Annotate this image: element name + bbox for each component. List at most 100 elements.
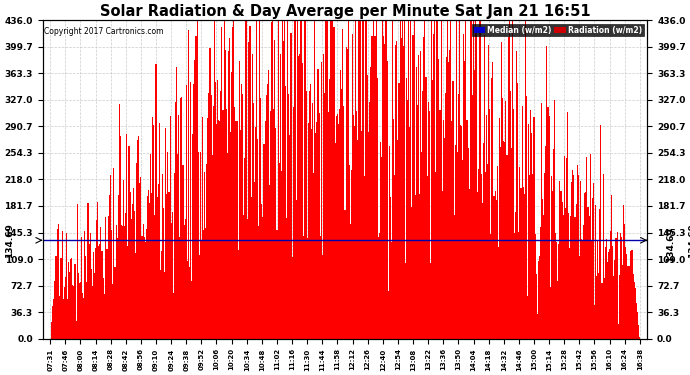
Bar bbox=[639, 337, 640, 339]
Bar bbox=[295, 3, 296, 339]
Bar bbox=[314, 3, 315, 339]
Bar bbox=[264, 121, 266, 339]
Bar bbox=[624, 224, 625, 339]
Bar bbox=[172, 292, 174, 339]
Bar bbox=[407, 100, 408, 339]
Bar bbox=[59, 296, 61, 339]
Bar bbox=[284, 18, 285, 339]
Bar bbox=[214, 3, 215, 339]
Bar bbox=[433, 34, 434, 339]
Bar bbox=[545, 146, 546, 339]
Bar bbox=[260, 98, 262, 339]
Bar bbox=[356, 111, 357, 339]
Bar bbox=[212, 155, 213, 339]
Bar bbox=[190, 82, 191, 339]
Bar bbox=[622, 266, 623, 339]
Bar bbox=[195, 36, 197, 339]
Bar bbox=[65, 277, 66, 339]
Bar bbox=[489, 110, 491, 339]
Bar bbox=[430, 263, 431, 339]
Bar bbox=[583, 225, 584, 339]
Bar bbox=[112, 284, 113, 339]
Bar bbox=[409, 127, 411, 339]
Bar bbox=[259, 3, 260, 339]
Text: 134.69: 134.69 bbox=[5, 223, 14, 258]
Bar bbox=[337, 114, 338, 339]
Bar bbox=[449, 50, 451, 339]
Bar bbox=[551, 176, 552, 339]
Bar bbox=[105, 217, 106, 339]
Bar bbox=[515, 212, 516, 339]
Bar bbox=[390, 197, 391, 339]
Bar bbox=[141, 236, 143, 339]
Bar bbox=[596, 276, 597, 339]
Bar bbox=[333, 27, 334, 339]
Bar bbox=[98, 246, 99, 339]
Bar bbox=[607, 262, 608, 339]
Bar bbox=[88, 244, 90, 339]
Bar bbox=[478, 169, 480, 339]
Bar bbox=[537, 315, 538, 339]
Bar bbox=[500, 147, 501, 339]
Legend: Median (w/m2), Radiation (w/m2): Median (w/m2), Radiation (w/m2) bbox=[472, 24, 644, 36]
Bar bbox=[86, 282, 88, 339]
Bar bbox=[203, 230, 204, 339]
Bar bbox=[76, 321, 77, 339]
Bar bbox=[615, 238, 617, 339]
Bar bbox=[170, 223, 172, 339]
Bar bbox=[529, 175, 530, 339]
Bar bbox=[589, 154, 591, 339]
Bar bbox=[321, 62, 322, 339]
Bar bbox=[392, 3, 393, 339]
Bar bbox=[610, 231, 611, 339]
Bar bbox=[119, 104, 120, 339]
Bar bbox=[124, 226, 126, 339]
Bar bbox=[52, 306, 53, 339]
Bar bbox=[189, 267, 190, 339]
Bar bbox=[380, 142, 381, 339]
Bar bbox=[197, 153, 199, 339]
Bar bbox=[134, 211, 135, 339]
Bar bbox=[115, 225, 117, 339]
Bar bbox=[143, 224, 144, 339]
Bar bbox=[440, 110, 441, 339]
Bar bbox=[375, 36, 376, 339]
Bar bbox=[571, 182, 572, 339]
Bar bbox=[138, 136, 139, 339]
Text: Copyright 2017 Cartronics.com: Copyright 2017 Cartronics.com bbox=[44, 27, 164, 36]
Bar bbox=[78, 273, 79, 339]
Bar bbox=[55, 256, 56, 339]
Bar bbox=[444, 138, 445, 339]
Bar bbox=[591, 240, 592, 339]
Bar bbox=[483, 143, 484, 339]
Bar bbox=[262, 217, 264, 339]
Bar bbox=[239, 130, 241, 339]
Bar bbox=[632, 251, 633, 339]
Bar bbox=[516, 51, 518, 339]
Bar bbox=[193, 84, 195, 339]
Bar bbox=[442, 190, 443, 339]
Bar bbox=[461, 126, 462, 339]
Bar bbox=[334, 27, 335, 339]
Bar bbox=[322, 255, 323, 339]
Bar bbox=[224, 50, 226, 339]
Bar bbox=[96, 220, 97, 339]
Bar bbox=[268, 70, 269, 339]
Bar bbox=[256, 3, 257, 339]
Bar bbox=[466, 120, 468, 339]
Bar bbox=[473, 10, 474, 339]
Bar bbox=[365, 11, 366, 339]
Bar bbox=[79, 283, 80, 339]
Bar bbox=[415, 195, 416, 339]
Bar bbox=[578, 175, 579, 339]
Bar bbox=[555, 232, 556, 339]
Bar bbox=[568, 213, 569, 339]
Bar bbox=[58, 224, 59, 339]
Bar bbox=[627, 266, 629, 339]
Bar bbox=[348, 165, 350, 339]
Bar bbox=[420, 51, 421, 339]
Bar bbox=[250, 196, 252, 339]
Bar bbox=[122, 226, 123, 339]
Bar bbox=[72, 285, 73, 339]
Bar bbox=[219, 121, 220, 339]
